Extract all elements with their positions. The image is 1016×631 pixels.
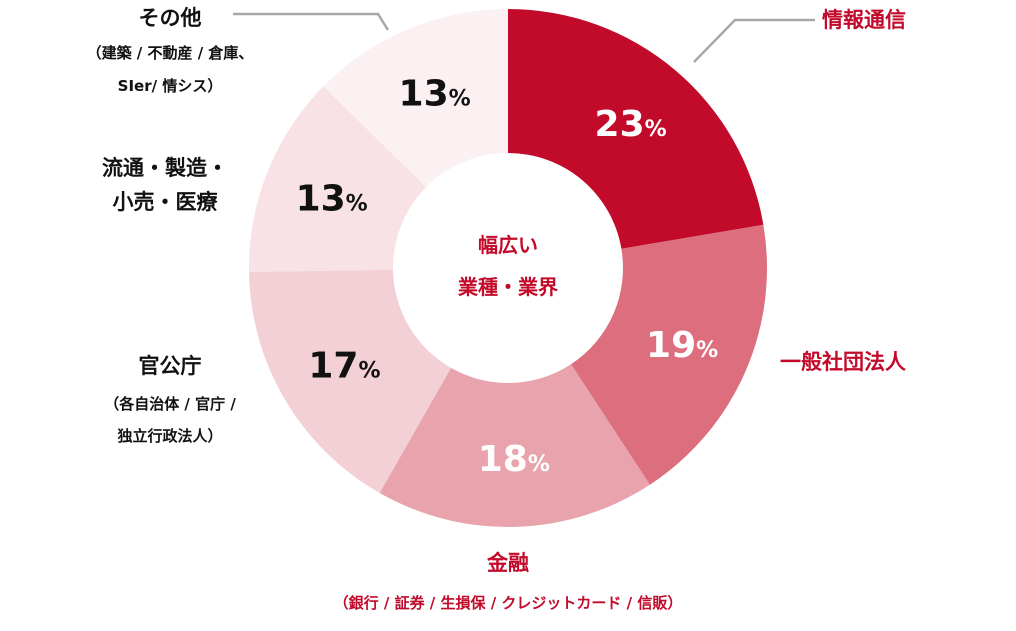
label-kankocho: 官公庁	[138, 354, 202, 378]
label-ryutsu-1: 流通・製造・	[102, 156, 228, 180]
label-joho: 情報通信	[822, 8, 906, 32]
slice-3	[249, 269, 452, 493]
label-kinyu-sub: （銀行 / 証券 / 生損保 / クレジットカード / 信販）	[333, 594, 683, 612]
slice-5	[323, 9, 508, 188]
label-sonota: その他	[138, 6, 202, 30]
label-sonota-sub1: （建築 / 不動産 / 倉庫、	[86, 44, 254, 62]
label-sonota-sub2: SIer/ 情シス）	[117, 77, 223, 95]
label-kinyu: 金融	[487, 551, 529, 575]
slice-2	[379, 364, 650, 527]
slice-0	[508, 9, 764, 249]
value-label-1: 19%	[646, 325, 718, 366]
leader-line-joho	[693, 18, 815, 63]
value-label-3: 17%	[308, 346, 380, 387]
leader-line-sonota	[233, 12, 390, 31]
slice-1	[570, 224, 767, 485]
slice-4	[249, 86, 427, 272]
label-kankocho-sub2: 独立行政法人）	[117, 427, 223, 445]
center-label-line1: 幅広い	[478, 233, 538, 257]
label-ippan: 一般社団法人	[780, 350, 906, 374]
center-label-line2: 業種・業界	[458, 275, 558, 299]
label-kankocho-sub1: （各自治体 / 官庁 /	[104, 395, 236, 413]
label-ryutsu-2: 小売・医療	[112, 190, 218, 214]
